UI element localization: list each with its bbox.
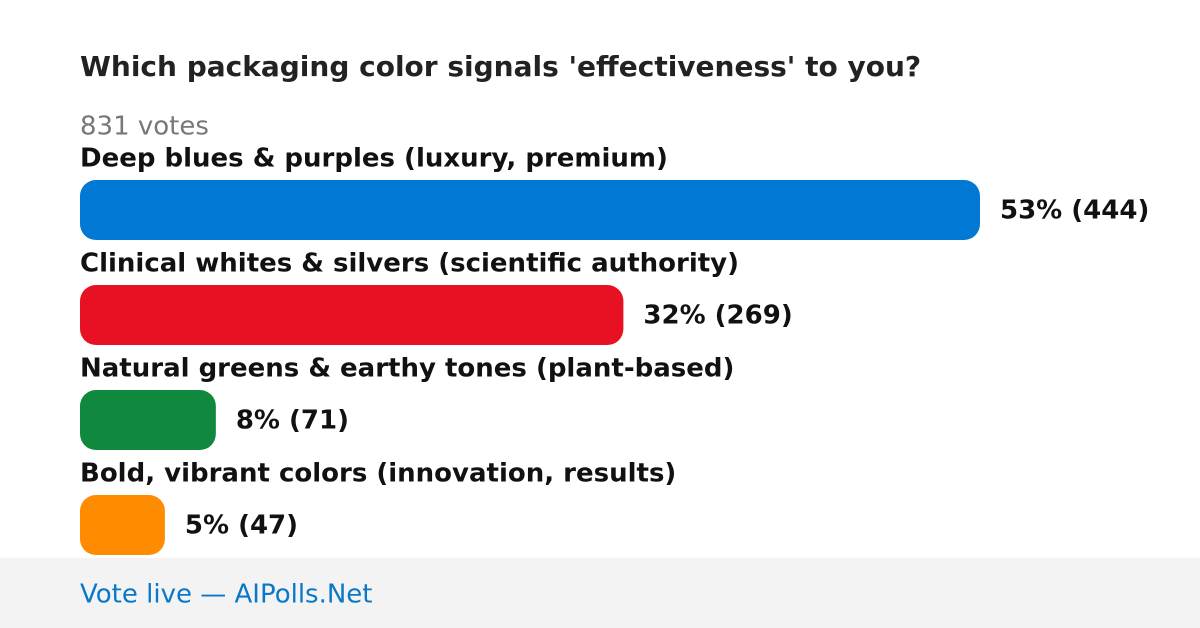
value-label: 32% (269) bbox=[643, 301, 792, 331]
vote-count: 831 votes bbox=[80, 112, 209, 142]
option-label: Clinical whites & silvers (scientific au… bbox=[80, 249, 739, 279]
bar bbox=[80, 495, 165, 555]
bar bbox=[80, 285, 624, 345]
value-label: 8% (71) bbox=[236, 406, 349, 436]
option-label: Natural greens & earthy tones (plant-bas… bbox=[80, 354, 734, 384]
value-label: 53% (444) bbox=[1000, 196, 1149, 226]
option-label: Bold, vibrant colors (innovation, result… bbox=[80, 459, 676, 489]
bar bbox=[80, 180, 980, 240]
chart-title: Which packaging color signals 'effective… bbox=[80, 50, 921, 83]
footer-band bbox=[0, 558, 1200, 628]
footer-link[interactable]: Vote live — AIPolls.Net bbox=[80, 580, 373, 610]
bar bbox=[80, 390, 216, 450]
value-label: 5% (47) bbox=[185, 511, 298, 541]
option-label: Deep blues & purples (luxury, premium) bbox=[80, 144, 668, 174]
